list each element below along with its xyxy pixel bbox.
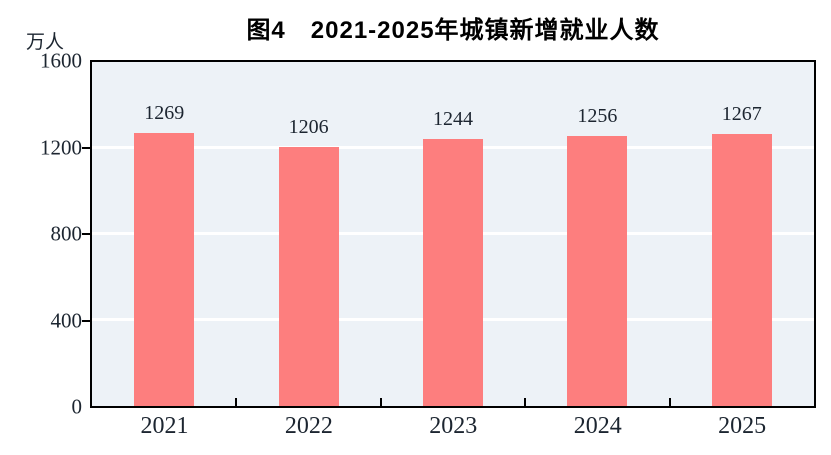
chart-title: 图4 2021-2025年城镇新增就业人数 <box>246 17 660 44</box>
y-tick-mark-1200 <box>82 146 90 149</box>
plot-area <box>90 60 816 408</box>
bar-value-label-2022: 1206 <box>288 115 329 138</box>
x-tick-mark-4 <box>668 398 671 406</box>
bar-2022 <box>278 146 339 406</box>
x-tick-mark-3 <box>524 398 527 406</box>
y-tick-label-1600: 1600 <box>40 48 82 73</box>
x-tick-label-2025: 2025 <box>718 413 767 439</box>
y-tick-mark-800 <box>82 233 90 235</box>
bar-2025 <box>711 133 772 406</box>
x-tick-label-2021: 2021 <box>140 413 189 439</box>
x-tick-label-2023: 2023 <box>429 413 478 439</box>
bar-2024 <box>567 135 628 406</box>
bar-value-label-2024: 1256 <box>577 104 618 127</box>
y-tick-label-400: 400 <box>50 308 83 332</box>
x-tick-label-2022: 2022 <box>284 413 333 439</box>
x-tick-mark-2 <box>379 398 382 406</box>
bar-2021 <box>134 133 195 406</box>
y-tick-label-1200: 1200 <box>40 135 82 159</box>
y-axis-unit-label: 万人 <box>26 32 65 53</box>
y-tick-mark-400 <box>82 319 90 322</box>
y-tick-label-800: 800 <box>50 221 83 246</box>
bar-2023 <box>423 138 483 406</box>
x-tick-mark-1 <box>235 398 238 406</box>
bar-value-label-2021: 1269 <box>144 102 185 125</box>
x-tick-label-2024: 2024 <box>573 413 622 439</box>
bar-value-label-2023: 1244 <box>433 107 473 130</box>
y-tick-label-0: 0 <box>71 394 83 419</box>
bar-value-label-2025: 1267 <box>721 102 762 125</box>
